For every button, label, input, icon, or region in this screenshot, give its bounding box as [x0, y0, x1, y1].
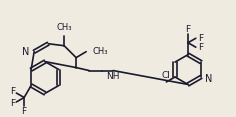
Text: F: F	[185, 25, 190, 34]
Text: CH₃: CH₃	[56, 23, 72, 32]
Text: F: F	[21, 107, 27, 116]
Text: N: N	[22, 47, 29, 57]
Text: NH: NH	[106, 71, 120, 80]
Text: F: F	[198, 43, 203, 52]
Text: F: F	[198, 34, 203, 43]
Text: CH₃: CH₃	[92, 47, 108, 56]
Text: F: F	[10, 99, 15, 108]
Text: F: F	[10, 87, 15, 96]
Text: Cl: Cl	[162, 71, 171, 80]
Text: N: N	[205, 74, 212, 84]
